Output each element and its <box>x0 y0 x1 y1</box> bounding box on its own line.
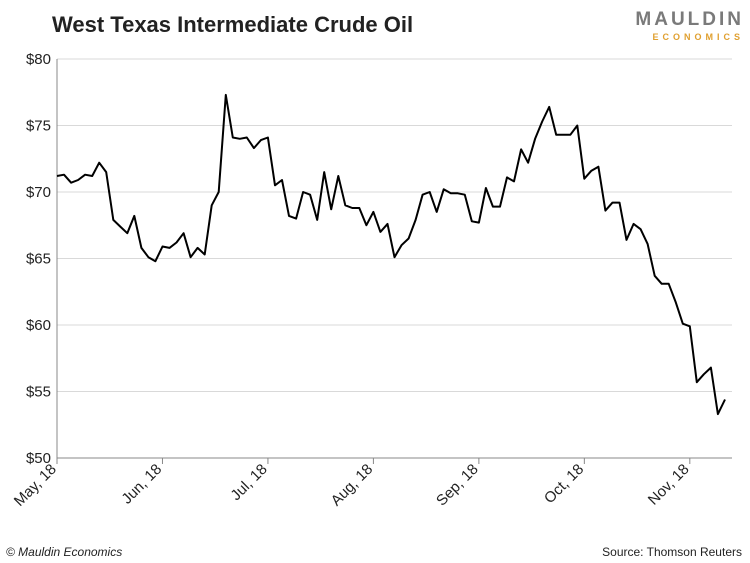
y-tick-label: $60 <box>26 317 51 334</box>
source: Source: Thomson Reuters <box>602 545 742 559</box>
x-tick-label: Jul, 18 <box>227 461 270 504</box>
y-tick-label: $70 <box>26 184 51 201</box>
x-tick-label: Aug, 18 <box>328 461 377 510</box>
x-tick-label: May, 18 <box>11 461 60 510</box>
chart-title: West Texas Intermediate Crude Oil <box>52 12 413 37</box>
y-tick-label: $80 <box>26 51 51 68</box>
x-tick-label: Sep, 18 <box>433 461 482 510</box>
copyright: © Mauldin Economics <box>6 545 122 559</box>
x-tick-label: Nov, 18 <box>645 461 693 509</box>
series-line <box>56 93 726 416</box>
y-tick-label: $65 <box>26 251 51 268</box>
x-tick-label: Jun, 18 <box>118 461 165 508</box>
y-tick-label: $50 <box>26 450 51 467</box>
y-tick-label: $75 <box>26 118 51 135</box>
logo-sub: ECONOMICS <box>652 32 744 42</box>
y-tick-label: $55 <box>26 384 51 401</box>
x-tick-label: Oct, 18 <box>541 461 587 507</box>
logo-name: MAULDIN <box>635 9 744 30</box>
